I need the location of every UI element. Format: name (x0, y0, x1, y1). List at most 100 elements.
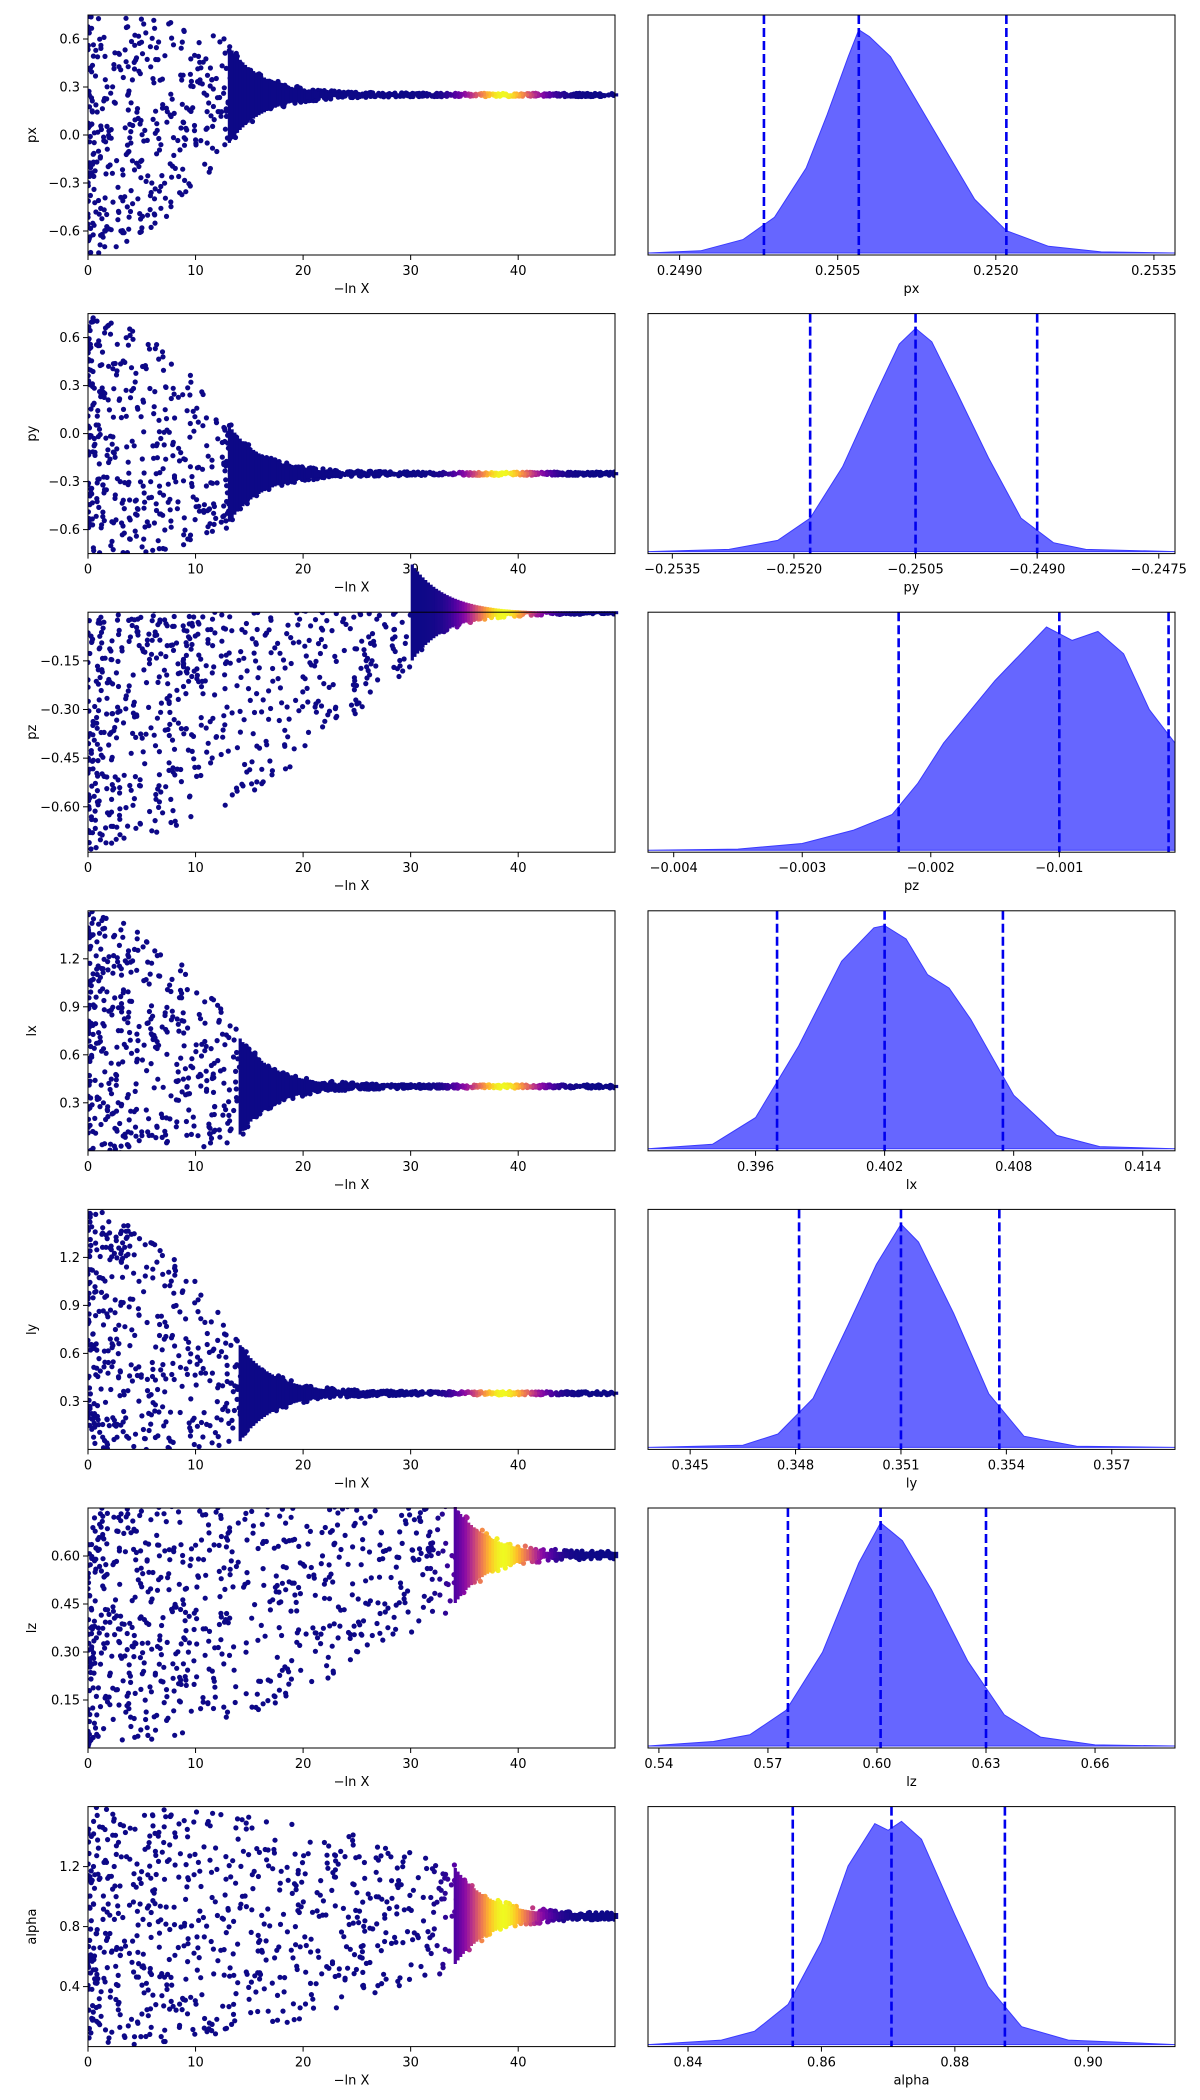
sample-point (100, 1021, 106, 1027)
sample-point (282, 587, 287, 592)
sample-point (260, 697, 266, 703)
sample-point (203, 663, 209, 669)
y-tick-label: 0.0 (59, 129, 80, 144)
sample-point (97, 389, 103, 395)
sample-point (107, 1086, 113, 1093)
sample-point (356, 700, 362, 706)
sample-point (247, 697, 253, 704)
tail-segment (338, 471, 342, 476)
sample-point (229, 710, 235, 716)
sample-point (211, 1346, 217, 1352)
x-tick-label: 0 (84, 1160, 92, 1175)
tail-segment (235, 435, 240, 512)
sample-point (112, 492, 118, 498)
sample-point (207, 1131, 213, 1137)
sample-point (97, 362, 103, 369)
sample-point (391, 664, 397, 671)
sample-point (285, 622, 291, 628)
sample-point (376, 601, 381, 606)
tail-segment (553, 472, 557, 476)
sample-point (117, 816, 123, 822)
tail-segment (316, 1081, 320, 1092)
tail-segment (268, 458, 272, 489)
sample-point (150, 76, 156, 82)
sample-point (194, 1361, 200, 1367)
sample-point (88, 249, 94, 255)
sample-point (174, 1016, 180, 1022)
sample-point (231, 1107, 237, 1114)
pz-posterior-frame (647, 611, 1176, 853)
sample-point (223, 607, 228, 612)
sample-point (177, 190, 183, 196)
tail-segment (246, 67, 250, 123)
sample-point (116, 631, 122, 638)
sample-point (325, 604, 330, 609)
sample-point (156, 674, 162, 680)
tail-segment (257, 453, 261, 494)
sample-point (161, 442, 167, 448)
sample-point (113, 244, 119, 250)
tail-segment (520, 93, 525, 97)
tail-segment (316, 91, 320, 99)
sample-point (201, 502, 207, 508)
tail-segment (558, 1084, 562, 1089)
sample-point (88, 449, 92, 455)
sample-point (127, 998, 133, 1004)
sample-point (152, 629, 158, 635)
sample-point (139, 1057, 145, 1063)
sample-point (269, 772, 275, 778)
sample-point (178, 125, 184, 131)
sample-point (230, 1054, 237, 1060)
sample-point (145, 173, 151, 179)
sample-point (120, 934, 126, 940)
sample-point (187, 183, 193, 189)
sample-point (366, 612, 372, 617)
sample-point (191, 614, 197, 620)
sample-point (351, 707, 357, 714)
sample-point (210, 1071, 216, 1077)
sample-point (149, 618, 155, 624)
sample-point (108, 757, 115, 763)
sample-point (144, 1376, 150, 1382)
x-tick-label: 30 (402, 1160, 419, 1175)
tail-segment (485, 1084, 490, 1089)
sample-point (92, 1115, 98, 1121)
sample-point (282, 665, 288, 671)
tail-segment (526, 1084, 530, 1089)
sample-point (134, 160, 140, 166)
tail-segment (609, 1084, 613, 1089)
sample-point (148, 1003, 155, 1009)
sample-point (253, 658, 259, 664)
sample-point (293, 697, 299, 704)
tail-segment (308, 1080, 312, 1093)
sample-point (211, 510, 217, 516)
sample-point (105, 967, 111, 973)
tail-segment (526, 472, 530, 476)
tail-segment (413, 1084, 417, 1089)
sample-point (113, 735, 120, 741)
sample-point (158, 435, 164, 442)
sample-point (149, 828, 155, 834)
tail-segment (238, 1038, 242, 1135)
tail-segment (582, 472, 586, 476)
sample-point (178, 450, 184, 456)
sample-point (117, 1120, 123, 1127)
tail-segment (488, 472, 492, 476)
tail-segment (276, 83, 280, 107)
tail-segment (359, 93, 363, 97)
sample-point (182, 971, 189, 978)
sample-point (158, 1313, 164, 1319)
sample-point (319, 612, 325, 616)
sample-point (177, 987, 184, 993)
sample-point (189, 641, 195, 648)
sample-point (187, 71, 193, 77)
tail-segment (370, 1084, 374, 1089)
sample-point (160, 1372, 166, 1378)
sample-point (300, 704, 306, 710)
tail-segment (561, 93, 565, 97)
lx-trace-frame (87, 910, 616, 1152)
sample-point (221, 503, 227, 509)
tail-segment (451, 1084, 455, 1089)
sample-point (143, 680, 150, 686)
